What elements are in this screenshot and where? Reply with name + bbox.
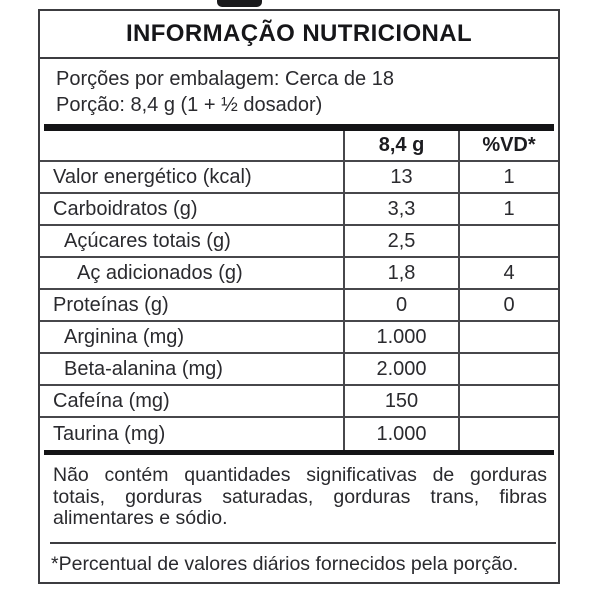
nutrient-row: Proteínas (g) 0 0 (40, 290, 558, 322)
nutrient-vd-cell (458, 226, 558, 256)
nutrient-amount-cell: 1,8 (343, 258, 458, 288)
nutrient-vd-cell (458, 354, 558, 384)
header-nutrient-cell (40, 131, 343, 160)
nutrient-amount-cell: 1.000 (343, 418, 458, 450)
label-title: INFORMAÇÃO NUTRICIONAL (125, 20, 473, 47)
serving-size: Porção: 8,4 g (1 + ½ dosador) (56, 94, 323, 116)
no-significant-amounts-note: Não contém quantidades significativas de… (53, 464, 547, 529)
nutrient-amount-cell: 150 (343, 386, 458, 416)
table-header-row: 8,4 g %VD* (40, 131, 558, 162)
serving-info: Porções por embalagem: Cerca de 18 Porçã… (40, 59, 558, 124)
nutrient-vd-cell: 1 (458, 194, 558, 224)
nutrient-row: Beta-alanina (mg) 2.000 (40, 354, 558, 386)
nutrient-row: Aç adicionados (g) 1,8 4 (40, 258, 558, 290)
cropped-graphic-fragment (217, 0, 262, 7)
nutrient-row: Taurina (mg) 1.000 (40, 418, 558, 450)
label-title-row: INFORMAÇÃO NUTRICIONAL (40, 11, 558, 59)
nutrient-vd-cell (458, 418, 558, 450)
nutrient-amount-cell: 13 (343, 162, 458, 192)
nutrient-row: Arginina (mg) 1.000 (40, 322, 558, 354)
nutrient-name-cell: Carboidratos (g) (53, 197, 198, 220)
nutrient-name-cell: Açúcares totais (g) (64, 229, 231, 252)
nutrient-amount-cell: 1.000 (343, 322, 458, 352)
nutrient-vd-cell: 1 (458, 162, 558, 192)
header-amount-cell: 8,4 g (343, 131, 458, 160)
nutrient-name-cell: Taurina (mg) (53, 422, 166, 445)
nutrient-amount-cell: 2,5 (343, 226, 458, 256)
nutrition-label: INFORMAÇÃO NUTRICIONAL Porções por embal… (38, 9, 560, 584)
thick-divider-bottom (44, 450, 554, 455)
nutrient-row: Carboidratos (g) 3,3 1 (40, 194, 558, 226)
nutrient-row: Valor energético (kcal) 13 1 (40, 162, 558, 194)
nutrition-table: 8,4 g %VD* Valor energético (kcal) 13 1 … (40, 131, 558, 450)
nutrient-name-cell: Cafeína (mg) (53, 389, 170, 412)
nutrient-amount-cell: 2.000 (343, 354, 458, 384)
nutrient-name-cell: Aç adicionados (g) (77, 261, 243, 284)
nutrient-amount-cell: 3,3 (343, 194, 458, 224)
daily-value-note: *Percentual de valores diários fornecido… (51, 552, 519, 575)
nutrient-name-cell: Beta-alanina (mg) (64, 357, 223, 380)
nutrient-name-cell: Arginina (mg) (64, 325, 185, 348)
nutrient-row: Cafeína (mg) 150 (40, 386, 558, 418)
header-vd-cell: %VD* (458, 131, 558, 160)
servings-per-package: Porções por embalagem: Cerca de 18 (56, 68, 394, 90)
nutrient-row: Açúcares totais (g) 2,5 (40, 226, 558, 258)
nutrient-vd-cell: 4 (458, 258, 558, 288)
nutrient-vd-cell (458, 322, 558, 352)
nutrient-vd-cell (458, 386, 558, 416)
thin-divider (50, 541, 556, 544)
nutrition-table-body: Valor energético (kcal) 13 1 Carboidrato… (40, 162, 558, 450)
nutrient-name-cell: Proteínas (g) (53, 293, 169, 316)
nutrient-vd-cell: 0 (458, 290, 558, 320)
nutrient-name-cell: Valor energético (kcal) (53, 165, 252, 188)
thick-divider-top (44, 124, 554, 131)
nutrient-amount-cell: 0 (343, 290, 458, 320)
